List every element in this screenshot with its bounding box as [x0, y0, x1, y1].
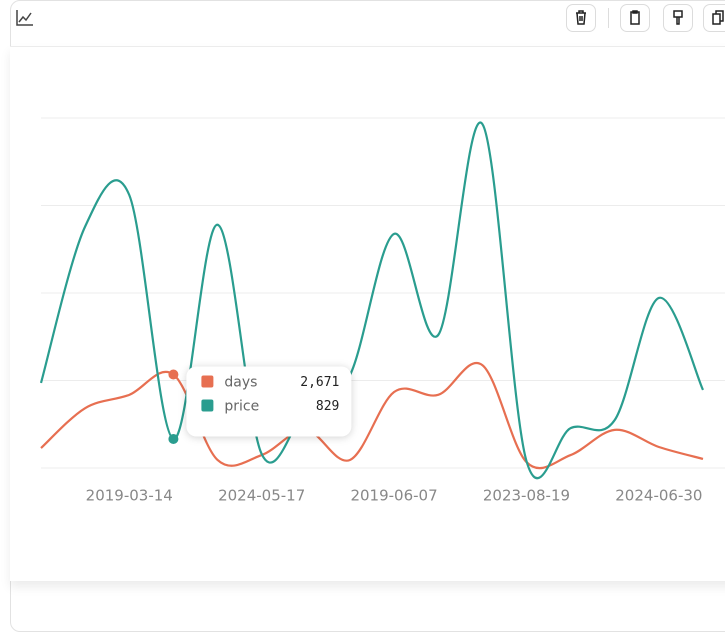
trash-icon: [576, 10, 586, 25]
x-tick-label: 2019-06-07: [350, 487, 437, 505]
highlight-dot: [168, 369, 179, 380]
delete-button[interactable]: [566, 4, 596, 32]
x-tick-label: 2019-03-14: [86, 487, 173, 505]
tooltip-swatch: [201, 399, 214, 412]
tooltip-label: days: [224, 375, 257, 391]
tooltip-label: price: [224, 399, 259, 415]
copy-button[interactable]: [703, 4, 725, 32]
clipboard-icon: [630, 10, 640, 25]
highlight-dot: [168, 433, 179, 444]
x-tick-label: 2023-08-19: [483, 487, 570, 505]
tooltip-value: 829: [316, 399, 339, 414]
brush-icon: [673, 10, 683, 25]
tooltip-box: [186, 366, 352, 437]
chart-icon: [16, 10, 33, 26]
copy-icon: [712, 10, 724, 25]
series-line: [39, 121, 704, 480]
tooltip: days 2,671 price 829: [186, 366, 352, 437]
separator: [608, 8, 609, 28]
format-button[interactable]: [663, 4, 693, 32]
tooltip-swatch: [201, 375, 214, 388]
x-tick-label: 2024-05-17: [218, 487, 305, 505]
tooltip-value: 2,671: [300, 375, 339, 390]
x-tick-label: 2024-06-30: [615, 487, 702, 505]
paste-button[interactable]: [620, 4, 650, 32]
series-line: [40, 361, 704, 470]
